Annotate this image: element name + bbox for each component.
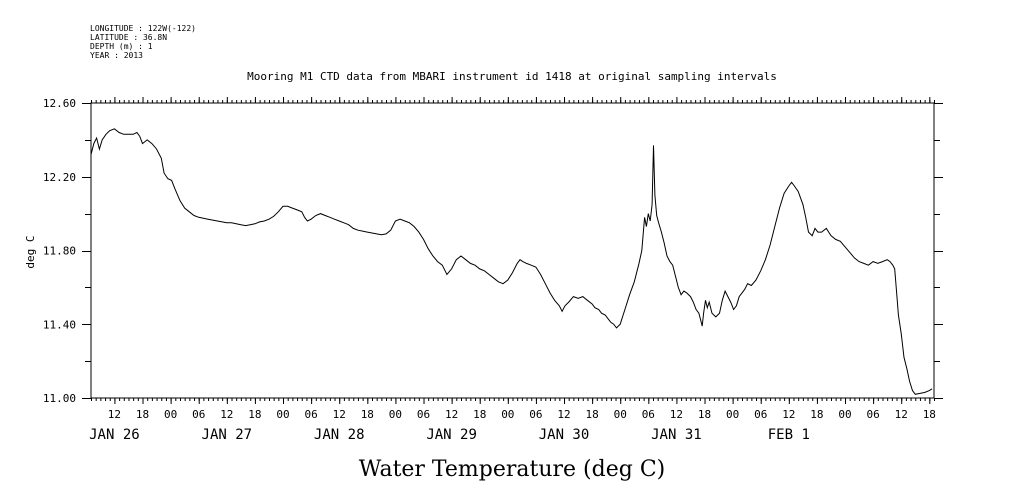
x-day-label: JAN 31 (651, 427, 702, 443)
y-tick-label: 11.40 (43, 318, 76, 331)
x-tick-label: 06 (417, 408, 430, 421)
x-tick-label: 18 (810, 408, 823, 421)
x-tick-label: 12 (670, 408, 683, 421)
x-tick-label: 18 (248, 408, 261, 421)
x-tick-label: 12 (445, 408, 458, 421)
x-tick-label: 12 (782, 408, 795, 421)
x-tick-label: 12 (895, 408, 908, 421)
x-tick-label: 18 (923, 408, 936, 421)
y-tick-label: 11.80 (43, 245, 76, 258)
x-tick-label: 00 (614, 408, 627, 421)
x-tick-label: 12 (557, 408, 570, 421)
x-tick-label: 12 (333, 408, 346, 421)
x-tick-label: 00 (276, 408, 289, 421)
plot-frame (90, 102, 935, 399)
x-tick-label: 00 (838, 408, 851, 421)
x-tick-label: 00 (501, 408, 514, 421)
x-tick-label: 18 (361, 408, 374, 421)
x-day-label: JAN 27 (202, 427, 253, 443)
x-tick-label: 00 (389, 408, 402, 421)
x-tick-label: 18 (585, 408, 598, 421)
x-tick-label: 06 (866, 408, 879, 421)
x-tick-label: 00 (726, 408, 739, 421)
y-tick-label: 12.20 (43, 171, 76, 184)
x-day-label: JAN 30 (539, 427, 590, 443)
x-tick-label: 12 (220, 408, 233, 421)
x-tick-label: 12 (108, 408, 121, 421)
x-tick-label: 18 (698, 408, 711, 421)
longitude-label: LONGITUDE : 122W(-122) (90, 24, 196, 33)
x-day-label: JAN 29 (426, 427, 477, 443)
x-day-label: JAN 26 (89, 427, 140, 443)
y-tick-label: 12.60 (43, 97, 76, 110)
x-tick-label: 06 (304, 408, 317, 421)
x-tick-label: 18 (136, 408, 149, 421)
metadata-block: LONGITUDE : 122W(-122) LATITUDE : 36.8N … (90, 24, 196, 60)
chart-title: Mooring M1 CTD data from MBARI instrumen… (247, 70, 777, 83)
depth-label: DEPTH (m) : 1 (90, 42, 153, 51)
x-tick-label: 06 (754, 408, 767, 421)
y-axis-label: deg C (24, 235, 37, 268)
x-day-label: JAN 28 (314, 427, 365, 443)
y-tick-label: 11.00 (43, 392, 76, 405)
series-line-water-temperature (90, 128, 933, 395)
year-label: YEAR : 2013 (90, 51, 143, 60)
x-tick-label: 06 (192, 408, 205, 421)
latitude-label: LATITUDE : 36.8N (90, 33, 167, 42)
x-tick-label: 06 (642, 408, 655, 421)
x-tick-label: 06 (529, 408, 542, 421)
plot-area: 12 18 00 06 12 18 00 06 12 18 00 06 12 18 00 06 12 18 00 06… (43, 97, 943, 443)
x-day-label: FEB 1 (768, 427, 810, 443)
x-tick-label: 18 (473, 408, 486, 421)
x-axis-label: Water Temperature (deg C) (359, 457, 666, 482)
x-tick-label: 00 (164, 408, 177, 421)
